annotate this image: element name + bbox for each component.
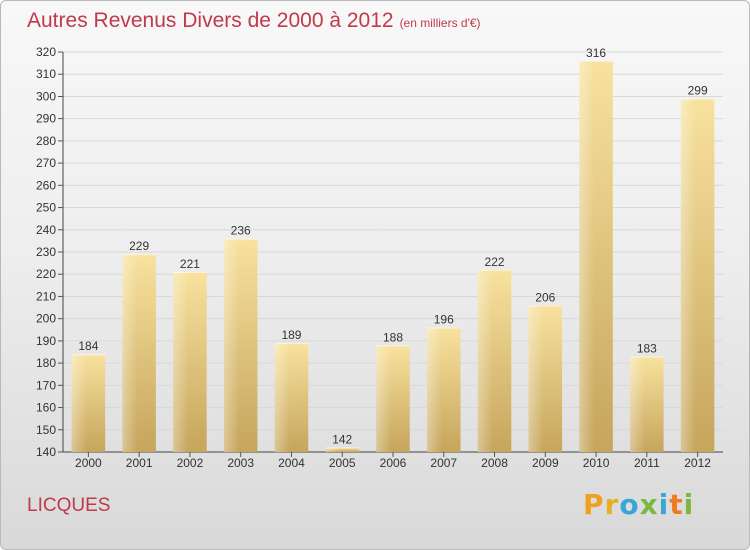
chart-unit: (en milliers d'€): [399, 16, 481, 30]
location-label: LICQUES: [27, 495, 111, 516]
y-tick-label: 240: [36, 223, 56, 237]
bar-highlight: [528, 305, 544, 452]
bar-highlight: [376, 345, 392, 452]
y-tick-label: 310: [36, 67, 56, 81]
x-tick-label: 2003: [227, 456, 254, 470]
bars: 184 229 221 236 189 142 188 196 222 206 316 183 299: [71, 46, 715, 453]
bar-value-label: 196: [434, 313, 454, 327]
bar-highlight: [477, 269, 493, 452]
x-tick-label: 2004: [278, 456, 305, 470]
bar-highlight: [71, 354, 87, 452]
y-tick-label: 170: [36, 378, 56, 392]
chart-title: Autres Revenus Divers de 2000 à 2012 (en …: [27, 9, 481, 33]
chart-title-text: Autres Revenus Divers de 2000 à 2012: [27, 9, 394, 32]
y-tick-label: 160: [36, 401, 56, 415]
bar[interactable]: [325, 447, 359, 452]
y-tick-label: 200: [36, 312, 56, 326]
y-axis-ticks: 140 150 160 170 180 190 200 210 220 230 240 250 260 2…: [36, 45, 63, 459]
bar-value-label: 183: [637, 341, 657, 355]
bar-highlight: [173, 272, 189, 452]
bar-highlight: [325, 447, 341, 452]
y-tick-label: 250: [36, 201, 56, 215]
y-tick-label: 300: [36, 89, 56, 103]
bar-highlight: [680, 98, 696, 453]
bar-value-label: 221: [180, 257, 200, 271]
y-tick-label: 180: [36, 356, 56, 370]
bar-highlight: [223, 238, 240, 452]
bar-value-label: 316: [586, 46, 606, 60]
y-tick-label: 270: [36, 156, 56, 170]
bar-value-label: 142: [332, 433, 352, 447]
proxiti-logo[interactable]: Proxiti: [583, 488, 695, 521]
y-tick-label: 140: [36, 445, 56, 459]
x-tick-label: 2006: [380, 456, 407, 470]
y-tick-label: 260: [36, 178, 56, 192]
bar-highlight: [579, 60, 595, 453]
bar-value-label: 229: [129, 239, 149, 253]
y-tick-label: 230: [36, 245, 56, 259]
y-tick-label: 210: [36, 289, 56, 303]
grid-lines: [63, 51, 723, 453]
y-tick-label: 190: [36, 334, 56, 348]
y-tick-label: 280: [36, 134, 56, 148]
x-tick-label: 2008: [481, 456, 508, 470]
y-tick-label: 150: [36, 423, 56, 437]
bar-highlight: [122, 254, 138, 452]
x-tick-label: 2005: [329, 456, 356, 470]
y-tick-label: 220: [36, 267, 56, 281]
x-tick-label: 2000: [75, 456, 102, 470]
x-axis-ticks: 2000 2001 2002 2003 2004 2005 2006 2007 2008 2009…: [75, 452, 711, 470]
x-tick-label: 2011: [634, 456, 660, 470]
y-tick-label: 290: [36, 112, 56, 126]
bar-highlight: [427, 327, 443, 452]
x-tick-label: 2002: [177, 456, 204, 470]
bar-value-label: 222: [485, 255, 505, 269]
y-tick-label: 320: [36, 45, 56, 59]
x-tick-label: 2010: [583, 456, 610, 470]
x-tick-label: 2007: [430, 456, 457, 470]
x-tick-label: 2001: [126, 456, 153, 470]
bar-highlight: [630, 356, 646, 452]
x-tick-label: 2012: [684, 456, 711, 470]
bar-value-label: 299: [688, 84, 708, 98]
bar-value-label: 236: [231, 224, 251, 238]
bar-value-label: 189: [281, 328, 301, 342]
bar-value-label: 206: [535, 290, 555, 304]
bar-value-label: 188: [383, 330, 403, 344]
bar-value-label: 184: [78, 339, 98, 353]
x-tick-label: 2009: [532, 456, 559, 470]
bar-highlight: [274, 343, 290, 452]
